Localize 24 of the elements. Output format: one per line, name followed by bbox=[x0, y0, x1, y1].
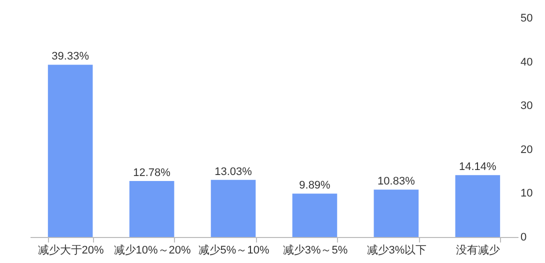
x-tick-label: 减少大于20% bbox=[38, 244, 104, 256]
data-label: 13.03% bbox=[214, 166, 252, 178]
x-tick-label: 减少10%～20% bbox=[114, 244, 192, 256]
x-tick-label: 减少5%～10% bbox=[198, 244, 270, 256]
bar bbox=[48, 64, 93, 237]
bar bbox=[455, 175, 500, 237]
data-label: 12.78% bbox=[133, 167, 171, 180]
data-label: 39.33% bbox=[52, 50, 90, 63]
bar bbox=[210, 180, 256, 237]
y-tick-label: 50 bbox=[520, 12, 533, 24]
y-tick-label: 0 bbox=[520, 232, 527, 244]
y-tick-label: 20 bbox=[520, 144, 533, 156]
y-tick-label: 30 bbox=[520, 100, 533, 112]
x-tick-label: 减少3%以下 bbox=[366, 244, 427, 256]
bar bbox=[374, 190, 419, 237]
y-tick-label: 10 bbox=[520, 188, 533, 200]
data-label: 14.14% bbox=[459, 161, 497, 174]
bar bbox=[292, 194, 338, 237]
x-tick-label: 没有减少 bbox=[456, 244, 500, 256]
data-label: 9.89% bbox=[299, 180, 331, 192]
y-tick-label: 40 bbox=[520, 56, 533, 68]
x-tick-label: 减少3%～5% bbox=[282, 244, 348, 256]
bar bbox=[129, 181, 174, 237]
data-label: 10.83% bbox=[378, 176, 416, 188]
